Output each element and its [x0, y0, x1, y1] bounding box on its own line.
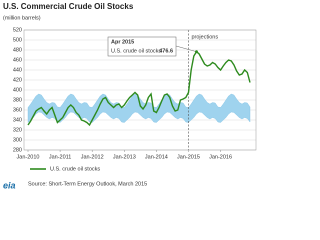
chart-title: U.S. Commercial Crude Oil Stocks — [3, 2, 134, 11]
y-tick-label: 440 — [13, 67, 22, 73]
y-tick-label: 480 — [13, 47, 22, 53]
y-tick-label: 340 — [13, 117, 22, 123]
x-tick-label: Jan-2014 — [145, 154, 168, 160]
plot-frame — [23, 29, 257, 151]
y-tick-label: 460 — [13, 57, 22, 63]
y-tick-label: 380 — [13, 97, 22, 103]
annotation-point — [195, 50, 198, 54]
y-tick-label: 360 — [13, 107, 22, 113]
y-tick-label: 500 — [13, 37, 22, 43]
chart-subtitle: (million barrels) — [3, 15, 41, 21]
annotation-title: Apr 2015 — [111, 39, 134, 45]
series-line — [27, 50, 251, 127]
x-tick-label: Jan-2010 — [17, 154, 40, 160]
source: Source: Short-Term Energy Outlook, March… — [28, 181, 147, 187]
y-tick-label: 400 — [13, 87, 22, 93]
x-tick-label: Jan-2016 — [209, 154, 232, 160]
y-tick-label: 320 — [13, 127, 22, 133]
annotation-leader — [175, 45, 197, 52]
y-tick-label: 520 — [13, 27, 22, 33]
projection-label: projections — [191, 34, 218, 40]
range-band — [27, 93, 251, 123]
annotation-value: 476.6 — [159, 48, 173, 54]
x-tick-label: Jan-2013 — [113, 154, 136, 160]
y-tick-label: 280 — [13, 147, 22, 153]
y-tick-label: 420 — [13, 77, 22, 83]
x-tick-label: Jan-2012 — [81, 154, 104, 160]
legend-label: U.S. crude oil stocks — [50, 166, 100, 172]
y-tick-label: 300 — [13, 137, 22, 143]
x-tick-label: Jan-2011 — [49, 154, 72, 160]
annotation-box — [107, 36, 177, 57]
chart: U.S. Commercial Crude Oil Stocks (millio… — [3, 2, 257, 190]
page: U.S. Commercial Crude Oil Stocks (millio… — [3, 2, 257, 191]
logo: eia — [3, 180, 16, 190]
x-tick-label: Jan-2015 — [177, 154, 200, 160]
annotation-label: U.S. crude oil stocks — [111, 48, 161, 54]
